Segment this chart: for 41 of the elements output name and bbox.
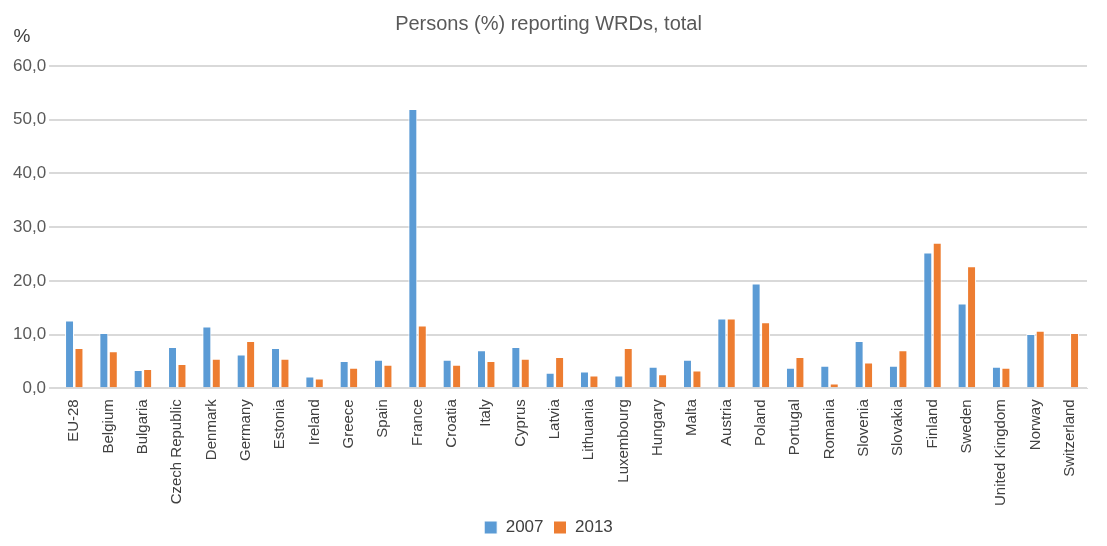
x-tick-label: Greece bbox=[339, 399, 357, 449]
x-tick-label: Slovakia bbox=[888, 398, 906, 456]
x-tick-label: United Kingdom bbox=[991, 399, 1009, 507]
x-tick-label: Denmark bbox=[201, 398, 219, 461]
x-tick-label: Austria bbox=[716, 398, 734, 446]
x-tick-label: Czech Republic bbox=[167, 398, 185, 505]
legend-label: 2007 bbox=[505, 517, 544, 537]
y-tick-label: 60,0 bbox=[12, 55, 47, 75]
y-axis-title: % bbox=[13, 24, 31, 46]
x-tick-label: Belgium bbox=[98, 399, 116, 454]
y-tick-label: 0,0 bbox=[22, 377, 47, 397]
y-tick-label: 40,0 bbox=[12, 163, 47, 183]
y-tick-label: 20,0 bbox=[12, 270, 47, 290]
x-tick-label: Luxembourg bbox=[613, 399, 631, 483]
y-tick-label: 30,0 bbox=[12, 216, 47, 236]
x-tick-label: Malta bbox=[682, 398, 700, 436]
x-tick-label: Switzerland bbox=[1059, 399, 1077, 477]
y-tick-label: 50,0 bbox=[12, 109, 47, 129]
x-tick-label: Lithuania bbox=[579, 398, 597, 461]
x-tick-label: Poland bbox=[751, 399, 768, 446]
x-tick-label: Norway bbox=[1025, 398, 1043, 451]
x-tick-label: Ireland bbox=[304, 399, 322, 446]
chart-title: Persons (%) reporting WRDs, total bbox=[395, 11, 702, 34]
x-tick-label: EU-28 bbox=[64, 399, 82, 442]
x-tick-label: Cyprus bbox=[510, 399, 528, 447]
x-tick-label: Bulgaria bbox=[133, 398, 151, 455]
x-tick-label: Finland bbox=[922, 399, 940, 449]
x-tick-label: Portugal bbox=[785, 399, 803, 456]
x-tick-label: Sweden bbox=[956, 399, 974, 454]
x-tick-label: Italy bbox=[476, 398, 494, 427]
legend-label: 2013 bbox=[575, 517, 613, 537]
x-tick-label: Romania bbox=[819, 398, 837, 460]
x-tick-label: Hungary bbox=[648, 398, 666, 456]
y-tick-label: 10,0 bbox=[12, 324, 47, 344]
x-tick-label: Slovenia bbox=[853, 398, 871, 457]
x-tick-label: Spain bbox=[373, 399, 391, 438]
x-tick-label: Estonia bbox=[270, 398, 288, 450]
x-tick-label: Germany bbox=[236, 398, 254, 461]
x-tick-label: France bbox=[407, 399, 425, 446]
x-tick-label: Latvia bbox=[545, 398, 563, 440]
x-tick-label: Croatia bbox=[442, 398, 460, 448]
